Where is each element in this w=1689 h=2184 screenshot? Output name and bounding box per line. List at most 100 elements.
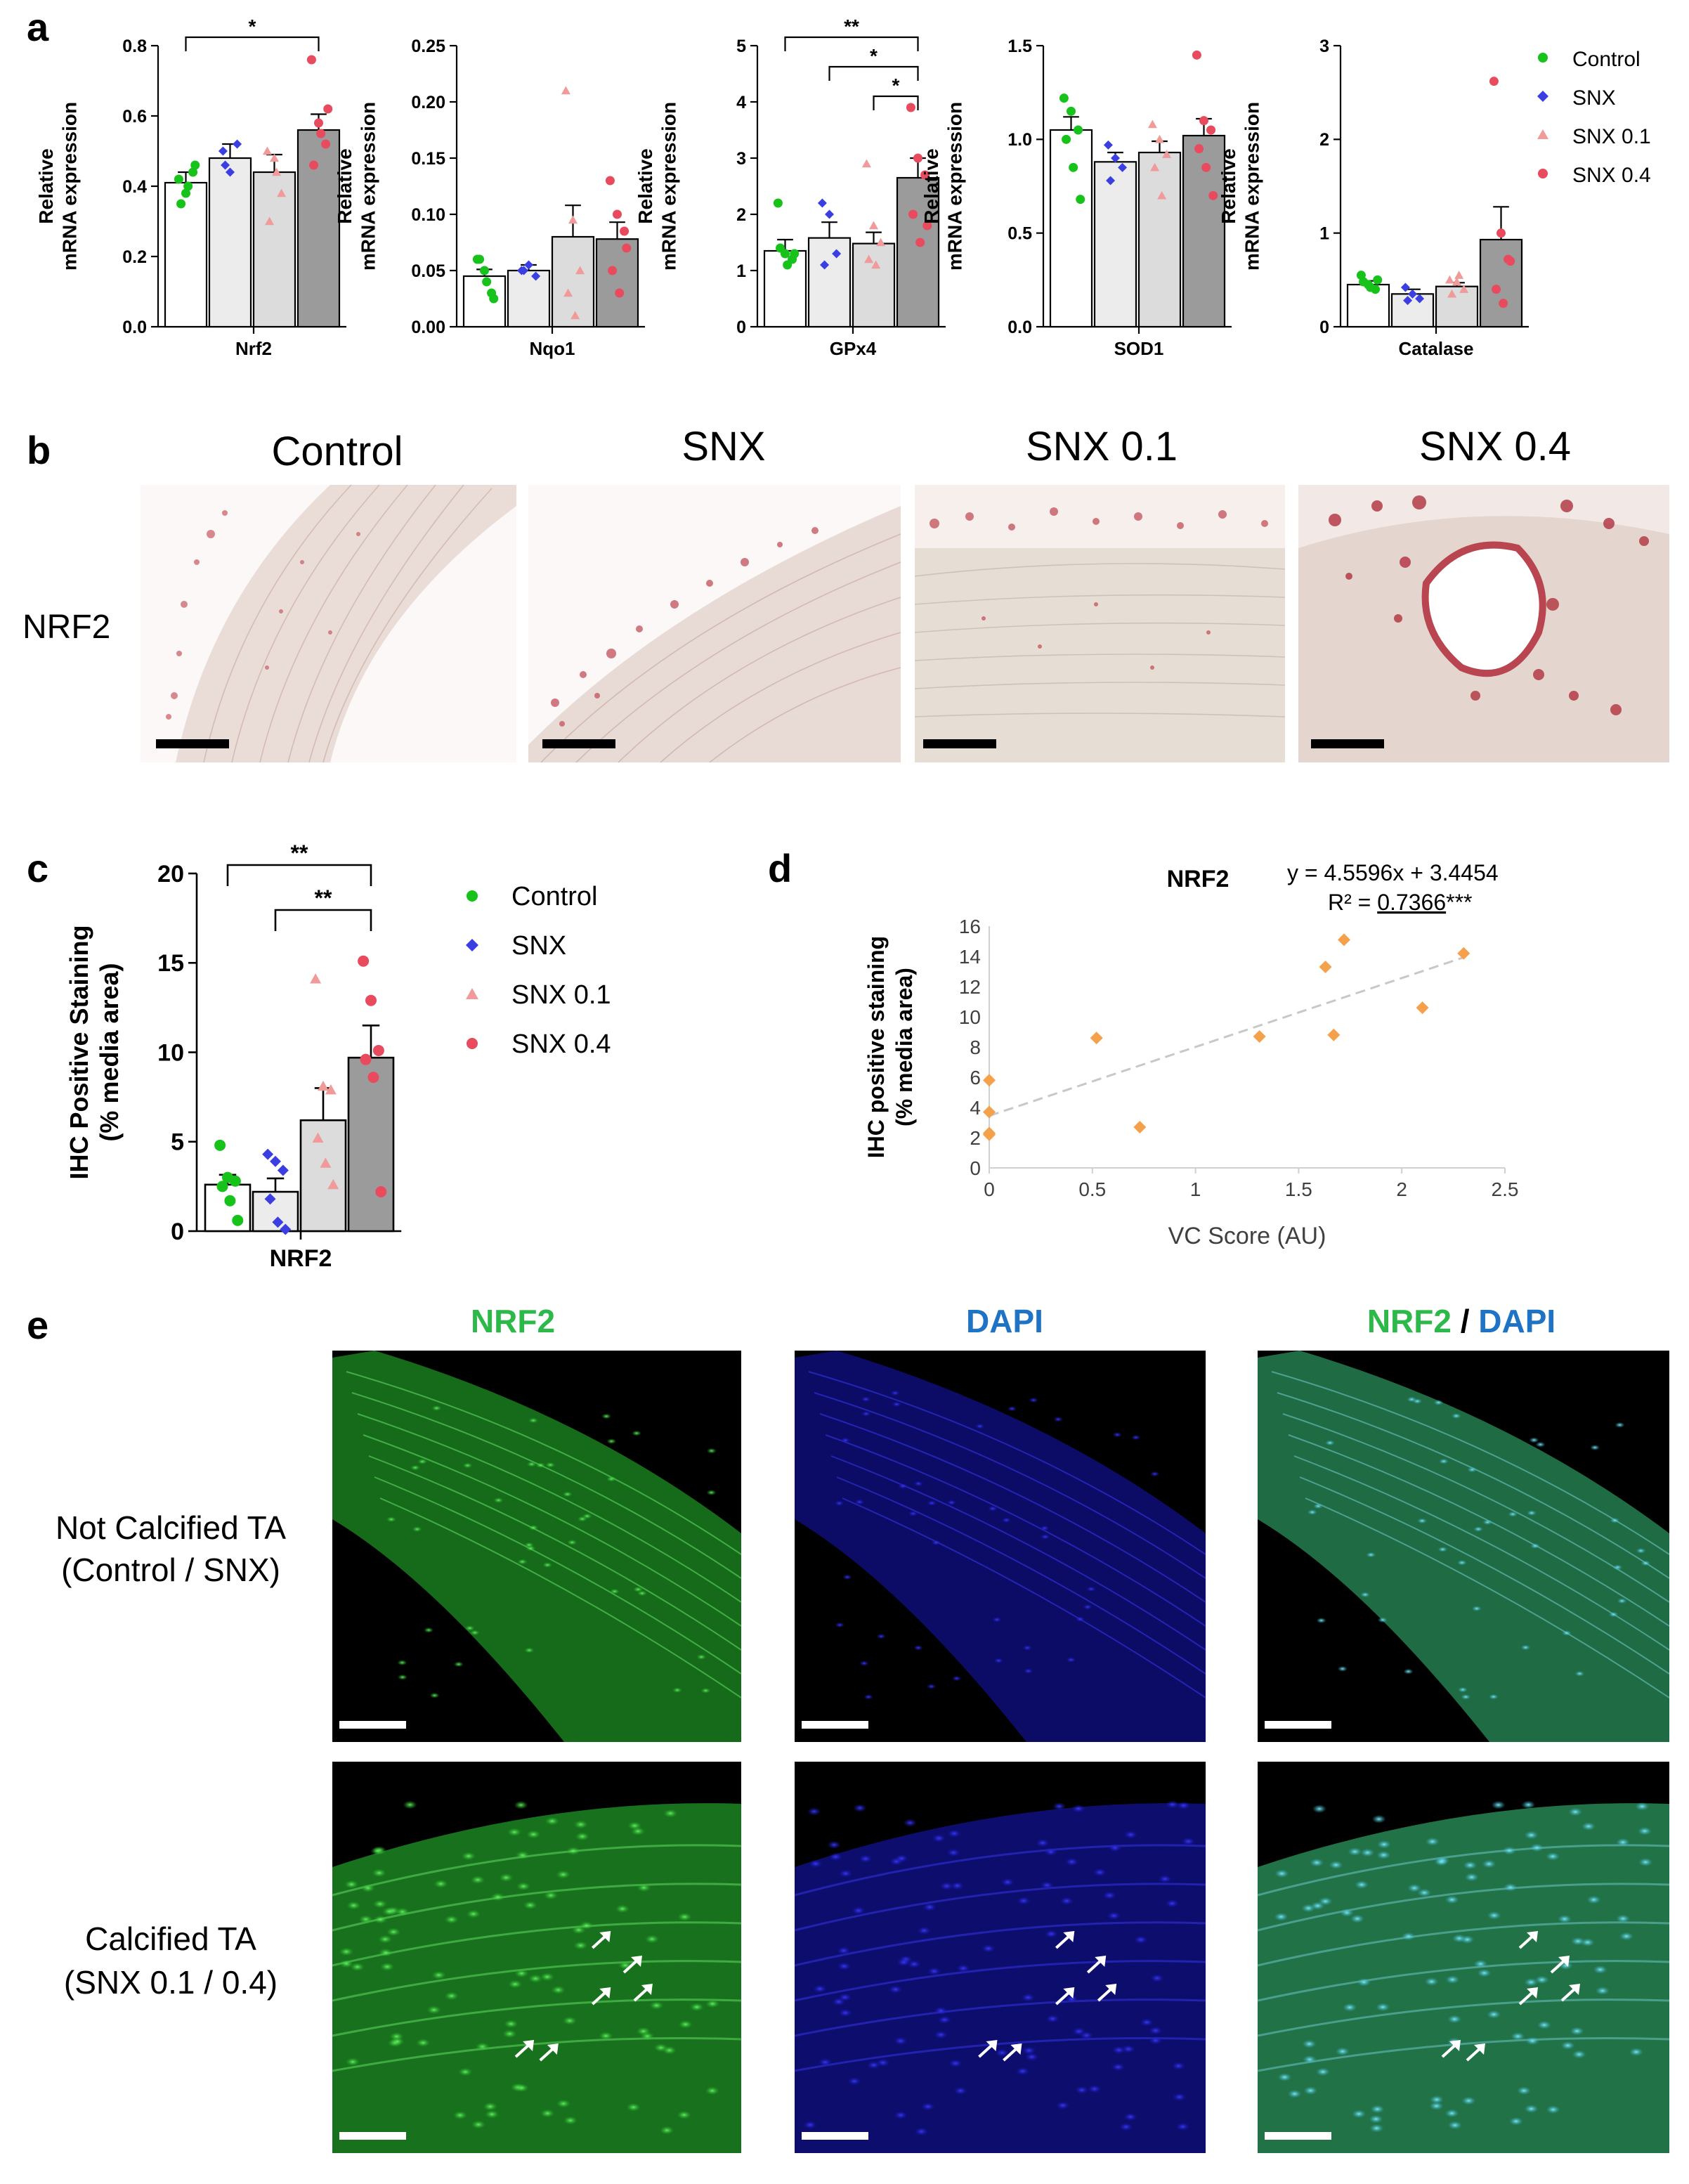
nucleus — [606, 1438, 617, 1445]
nucleus — [417, 1458, 428, 1464]
nucleus — [1491, 1800, 1506, 1809]
elastic-lamina — [332, 1844, 742, 1897]
nucleus — [1371, 1814, 1386, 1824]
x-tick-label: 1 — [1190, 1178, 1201, 1200]
elastic-lamina — [1288, 1434, 1670, 1627]
nucleus — [346, 2058, 360, 2067]
legend-marker-snx01 — [466, 988, 478, 999]
elastic-lamina — [808, 1371, 1206, 1555]
scatter-point — [983, 1074, 996, 1087]
nucleus — [1130, 1434, 1141, 1441]
nucleus — [1165, 1899, 1180, 1908]
y-axis-label-line1: Relative — [634, 148, 656, 223]
significance-label: * — [249, 15, 256, 37]
bar-snx — [1390, 293, 1435, 328]
elastic-lamina — [1293, 1455, 1670, 1651]
nucleus — [1000, 1878, 1015, 1887]
fluorescence-image-dapi-not-calcified — [795, 1351, 1206, 1742]
elastic-lamina — [332, 1960, 742, 2002]
nucleus — [1530, 1542, 1540, 1549]
arrow-icon — [1527, 1987, 1538, 1998]
significance-bracket — [226, 864, 372, 886]
data-point-snx04 — [1192, 50, 1201, 60]
nucleus — [471, 1876, 485, 1885]
nucleus — [1593, 1965, 1608, 1974]
nucleus — [636, 2027, 651, 2036]
nucleus — [373, 1915, 388, 1924]
b-column-title-control: Control — [272, 429, 403, 474]
bar-control — [204, 1183, 252, 1233]
nucleus — [991, 1616, 1002, 1623]
nucleus — [1520, 1644, 1531, 1651]
e-merge-dapi: DAPI — [1478, 1303, 1556, 1339]
nucleus — [838, 2008, 853, 2017]
nucleus — [462, 1462, 473, 1469]
b-row-label-nrf2: NRF2 — [22, 609, 110, 646]
nucleus — [631, 1827, 646, 1836]
elastic-lamina — [814, 1392, 1206, 1579]
bar-chart-a-nrf2: 0.0 0.2 0.4 0.6 0.8 Nrf2 Relative mRNA expressi… — [35, 15, 346, 359]
nucleus — [1638, 1857, 1653, 1866]
nucleus — [927, 1967, 941, 1976]
nucleus — [1107, 1911, 1121, 1920]
data-point-snx — [233, 139, 242, 149]
data-point-snx — [280, 1223, 292, 1235]
nucleus — [705, 1999, 720, 2008]
y-axis-label-line1: Relative — [334, 148, 356, 223]
elastic-lamina — [1257, 1960, 1670, 2002]
nucleus — [1447, 2015, 1462, 2024]
nucleus — [1403, 1668, 1414, 1675]
nucleus — [573, 1820, 588, 1829]
nucleus — [1053, 1416, 1064, 1422]
nucleus — [1165, 1800, 1180, 1809]
nucleus — [633, 1586, 644, 1592]
legend-marker-control — [1538, 53, 1548, 63]
nucleus — [1425, 1837, 1440, 1846]
data-point-snx04 — [360, 1053, 372, 1065]
scatter-point — [983, 1128, 996, 1141]
nucleus — [1040, 1533, 1050, 1540]
bar-snx04 — [347, 1056, 395, 1233]
nucleus — [1007, 1405, 1017, 1412]
bar-control — [164, 181, 208, 328]
nucleus — [892, 1401, 902, 1408]
scatter-point — [1457, 947, 1470, 960]
y-tick-label: 0.0 — [122, 318, 147, 337]
nucleus — [953, 2086, 968, 2095]
bar-snx01 — [299, 1119, 347, 1233]
y-tick-label: 2 — [1319, 130, 1329, 150]
data-point-snx01 — [320, 1157, 332, 1168]
data-point-snx — [1408, 289, 1417, 299]
nucleus — [931, 1540, 941, 1546]
nucleus — [888, 1985, 903, 1994]
data-point-control — [489, 294, 499, 304]
scale-bar — [1311, 739, 1384, 748]
nucleus — [1524, 1831, 1539, 1840]
nucleus — [403, 1800, 417, 1809]
d-regression-equation: y = 4.5596x + 3.4454 — [1287, 860, 1499, 885]
arrow-icon — [641, 1984, 653, 1995]
y-tick-label: 0 — [736, 318, 746, 337]
ihc-image-snx01 — [914, 485, 1286, 762]
nucleus — [1376, 2003, 1390, 2012]
scatter-point — [1337, 933, 1350, 947]
nucleus — [1093, 1868, 1107, 1877]
data-point-snx01 — [262, 146, 272, 155]
scale-bar — [339, 2132, 406, 2140]
scale-bar — [1265, 2132, 1331, 2140]
data-point-snx04 — [1199, 116, 1208, 126]
nucleus — [920, 2102, 935, 2111]
nucleus — [1052, 1802, 1067, 1811]
tissue-band — [332, 1351, 741, 1742]
data-point-snx — [262, 1148, 274, 1160]
legend-label-snx01: SNX 0.1 — [1572, 125, 1651, 148]
bar-snx04 — [296, 129, 341, 328]
nucleus — [890, 1390, 901, 1396]
nucleus — [1357, 1977, 1371, 1987]
nucleus — [837, 1962, 852, 1971]
nucleus — [1175, 2122, 1190, 2131]
arrow-icon — [1010, 2043, 1022, 2055]
bar-chart-c-nrf2: 0 5 10 15 20 NRF2 IHC Positive Staining (% medi… — [65, 840, 402, 1272]
